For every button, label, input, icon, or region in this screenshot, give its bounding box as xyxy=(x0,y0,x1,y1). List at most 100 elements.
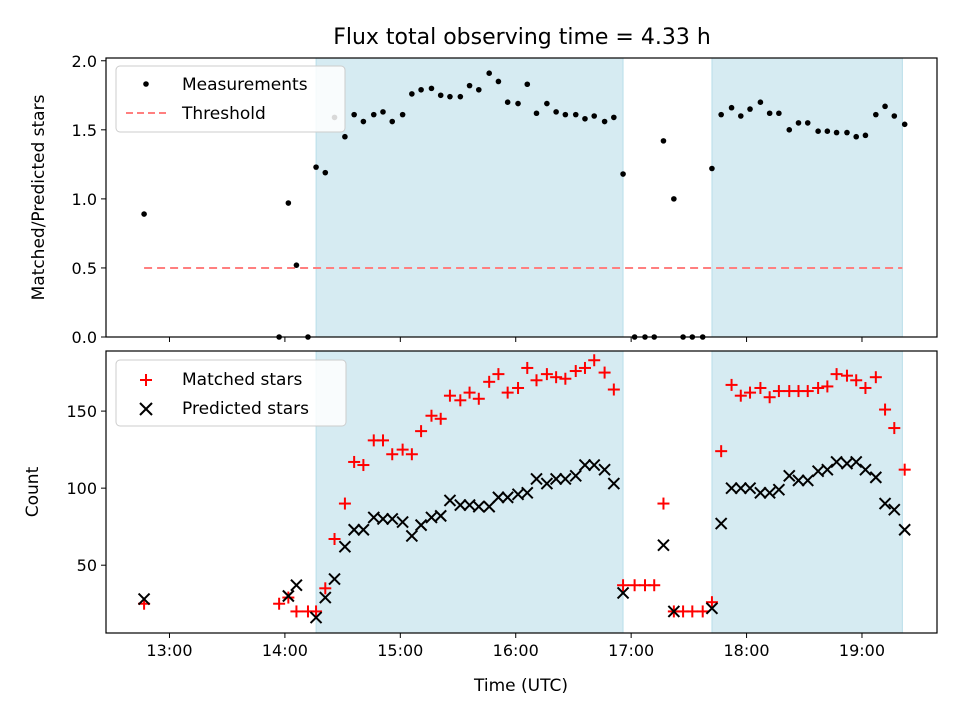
data-point xyxy=(495,78,502,85)
data-point xyxy=(879,403,892,416)
data-point xyxy=(549,472,563,486)
data-point xyxy=(347,523,361,536)
data-point xyxy=(475,86,482,93)
data-point xyxy=(588,354,601,367)
data-point xyxy=(492,491,505,504)
data-point xyxy=(137,592,151,606)
data-point xyxy=(415,425,428,438)
data-point xyxy=(882,103,888,110)
data-point xyxy=(714,517,728,530)
data-point xyxy=(396,443,409,456)
data-point xyxy=(370,111,377,118)
data-point xyxy=(386,448,399,461)
data-point xyxy=(501,491,514,504)
data-point xyxy=(878,497,892,510)
bottom-panel-ticks: 13:00 14:00 15:00 16:00 17:00 18:00 19:00 50 100… xyxy=(66,402,885,660)
data-point xyxy=(607,383,620,396)
bottom-panel-legend: Matched stars Predicted stars xyxy=(115,359,347,427)
data-point xyxy=(559,372,572,385)
top-panel-legend: Measurements Threshold xyxy=(115,65,346,133)
data-point xyxy=(686,605,699,618)
data-point xyxy=(601,118,608,125)
data-point xyxy=(396,515,409,529)
data-point xyxy=(734,481,747,495)
data-point xyxy=(743,481,757,495)
data-point xyxy=(405,448,418,461)
data-point xyxy=(357,459,370,472)
data-point xyxy=(512,381,525,394)
data-point xyxy=(763,486,776,499)
x-tick-label: 18:00 xyxy=(724,641,770,660)
bottom-panel-ylabel: Count xyxy=(23,466,43,517)
x-tick-label: 16:00 xyxy=(493,641,539,660)
data-point xyxy=(611,114,617,121)
data-point xyxy=(766,110,773,117)
legend-matched-marker xyxy=(140,374,152,386)
series-matched-stars xyxy=(138,354,911,618)
data-point xyxy=(434,412,447,425)
data-point xyxy=(521,486,534,499)
data-point xyxy=(859,381,872,394)
data-point xyxy=(562,111,569,118)
data-point xyxy=(616,586,630,600)
data-point xyxy=(869,371,882,384)
data-point xyxy=(492,368,505,381)
data-point xyxy=(657,497,670,510)
data-point xyxy=(898,523,911,536)
data-point xyxy=(141,211,147,217)
data-point xyxy=(285,200,292,206)
data-point xyxy=(351,111,357,118)
data-point xyxy=(309,611,323,624)
data-point xyxy=(447,93,453,100)
data-point xyxy=(273,597,286,610)
data-point xyxy=(783,469,796,483)
data-point xyxy=(744,386,757,399)
data-point xyxy=(888,422,901,435)
data-point xyxy=(862,132,869,139)
data-point xyxy=(844,129,850,136)
data-point xyxy=(360,118,367,125)
data-point xyxy=(405,529,419,543)
bottom-panel-plot xyxy=(137,354,911,624)
legend-measurements-marker xyxy=(143,81,149,87)
data-point xyxy=(282,589,295,603)
data-point xyxy=(310,605,323,618)
data-point xyxy=(313,164,319,170)
data-point xyxy=(290,579,303,592)
data-point xyxy=(550,371,563,384)
data-point xyxy=(569,469,582,483)
data-point xyxy=(891,113,898,119)
data-point xyxy=(628,579,641,592)
data-point xyxy=(377,434,389,447)
x-tick-label: 19:00 xyxy=(839,641,885,660)
x-tick-label: 17:00 xyxy=(608,641,654,660)
data-point xyxy=(705,596,718,609)
data-point xyxy=(725,378,738,391)
data-point xyxy=(859,463,872,476)
x-tick-label: 15:00 xyxy=(377,641,423,660)
x-tick-label: 14:00 xyxy=(262,641,308,660)
data-point xyxy=(804,120,811,126)
data-point xyxy=(515,100,521,107)
data-point xyxy=(293,262,300,268)
legend-box xyxy=(115,65,346,133)
data-point xyxy=(533,110,540,117)
y-tick-label: 150 xyxy=(66,402,97,421)
data-point xyxy=(559,472,572,486)
series-predicted-stars xyxy=(137,455,911,624)
data-point xyxy=(718,111,724,118)
data-point xyxy=(454,498,467,512)
data-point xyxy=(588,458,601,472)
data-point xyxy=(869,471,883,484)
data-point xyxy=(540,477,554,490)
data-point xyxy=(821,380,834,393)
data-point xyxy=(715,445,728,458)
top-panel-shaded-regions xyxy=(315,57,903,338)
data-point xyxy=(482,500,496,513)
data-point xyxy=(705,602,719,615)
legend-predicted-marker xyxy=(139,402,153,416)
data-point xyxy=(338,497,351,510)
data-point xyxy=(824,128,831,135)
data-point xyxy=(815,128,821,135)
